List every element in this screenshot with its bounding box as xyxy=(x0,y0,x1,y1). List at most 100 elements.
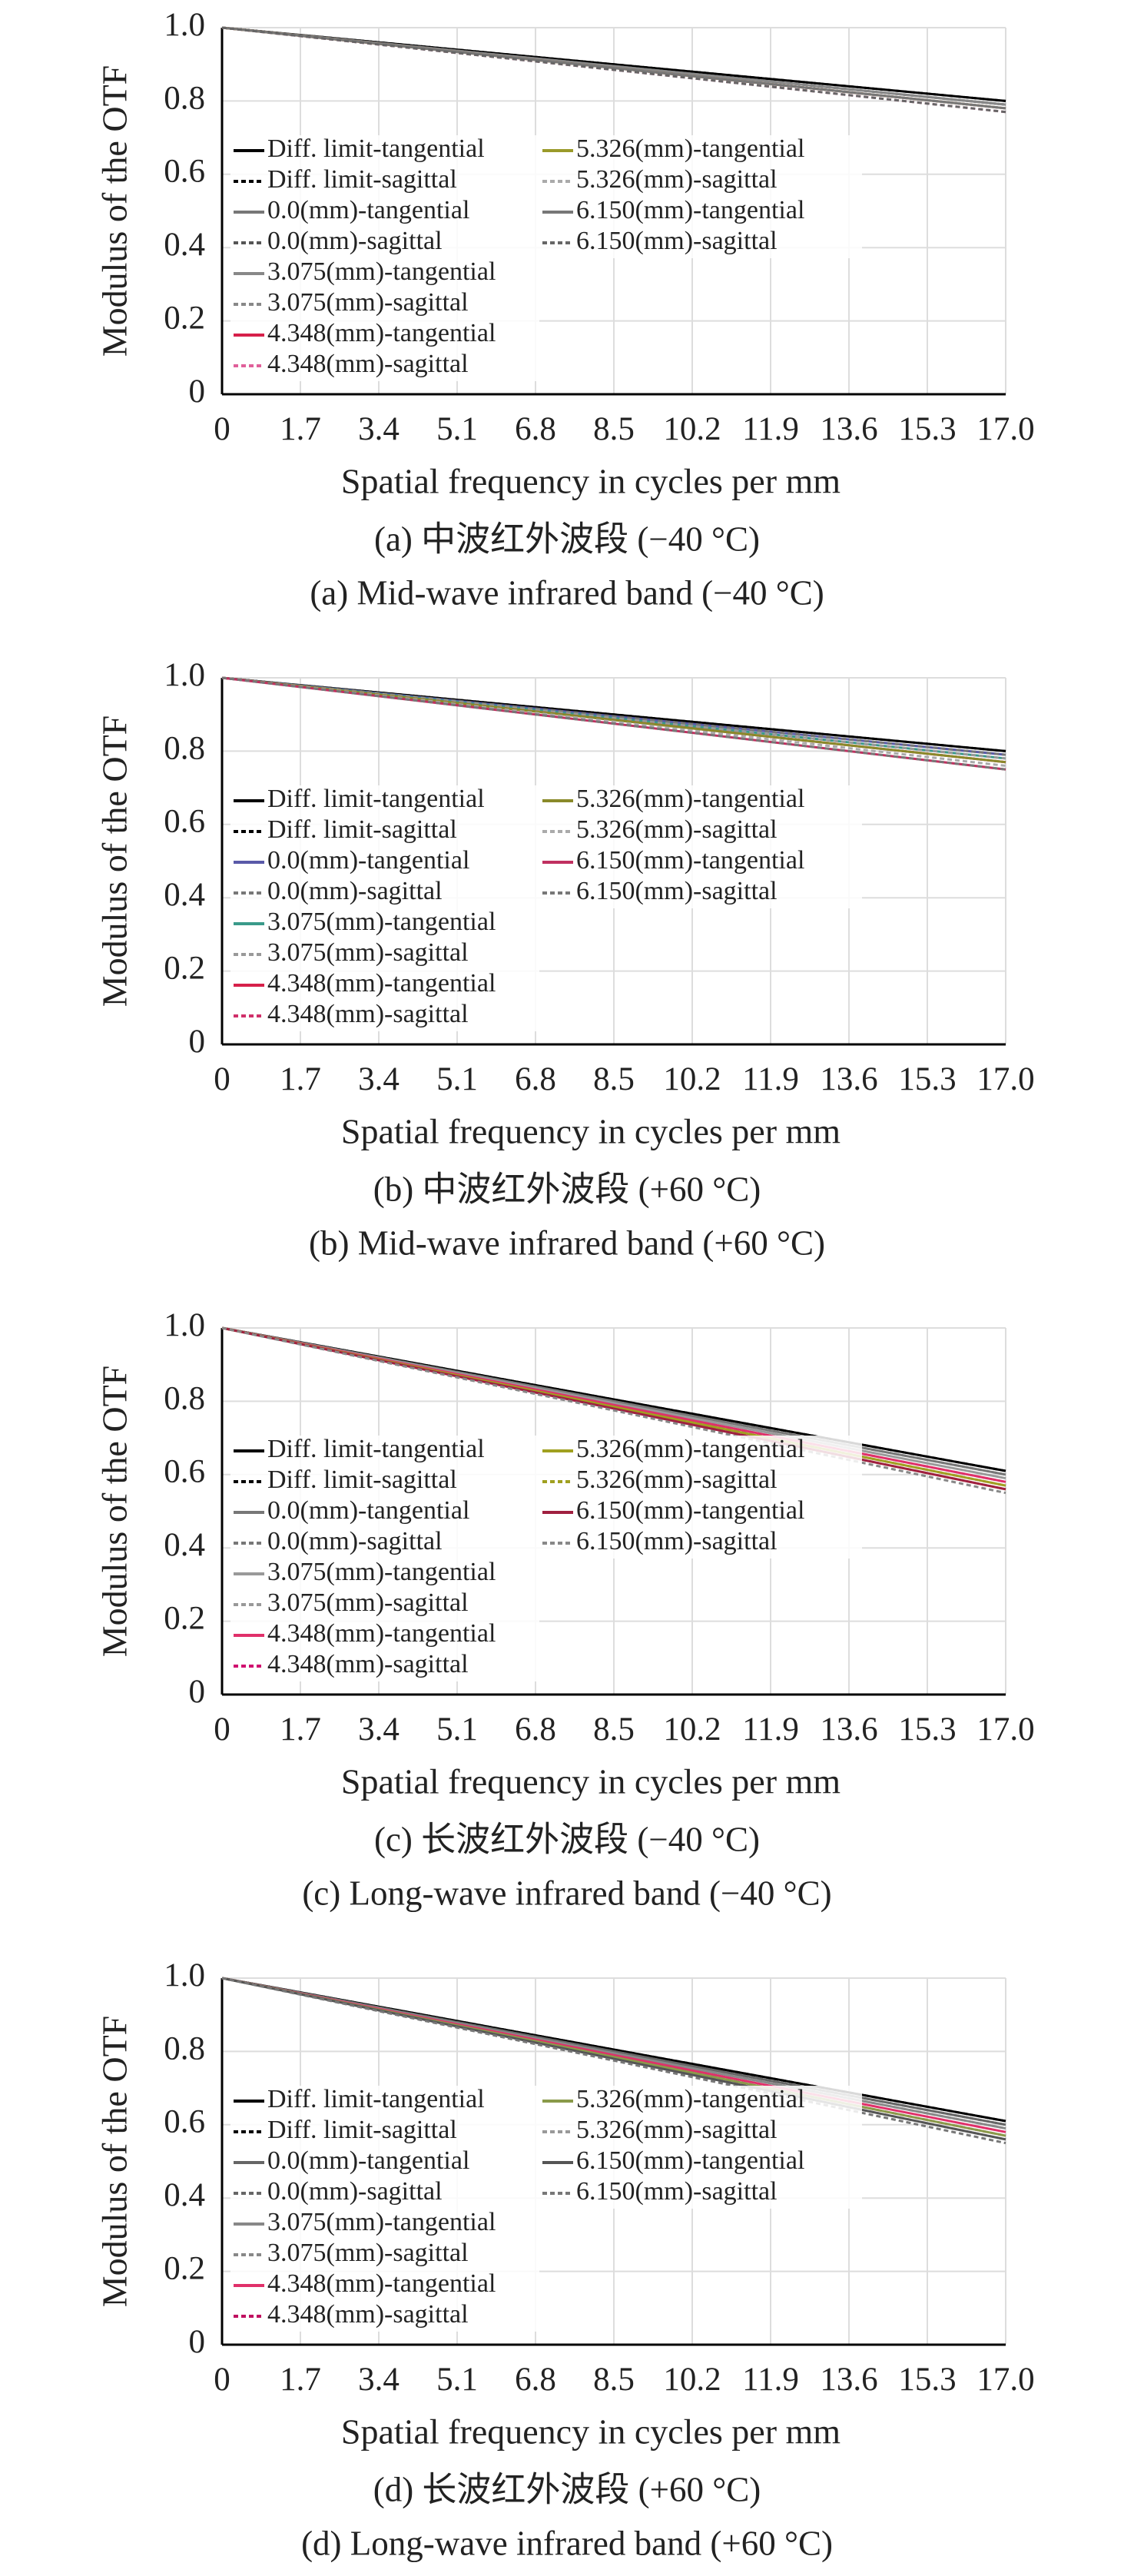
x-tick-label: 10.2 xyxy=(663,2362,721,2398)
legend-label: Diff. limit-sagittal xyxy=(267,165,457,194)
y-tick-label: 0.6 xyxy=(164,154,205,190)
series-line xyxy=(221,676,1006,771)
x-tick-label: 5.1 xyxy=(436,1711,478,1748)
legend-label: 6.150(mm)-tangential xyxy=(576,2146,804,2175)
legend-label: 6.150(mm)-sagittal xyxy=(576,2177,778,2206)
x-tick-label: 8.5 xyxy=(593,1711,635,1748)
x-tick-label: 8.5 xyxy=(593,411,635,447)
y-tick-label: 0.4 xyxy=(164,2177,205,2213)
x-tick-label: 1.7 xyxy=(280,1711,321,1748)
legend-bg xyxy=(230,1620,539,1651)
caption-cn: (a) 中波红外波段 (−40 °C) xyxy=(374,520,760,558)
x-axis-title: Spatial frequency in cycles per mm xyxy=(341,1762,841,1801)
x-tick-label: 3.4 xyxy=(358,1061,400,1097)
y-tick-label: 0.2 xyxy=(164,1600,205,1636)
y-tick-label: 0.4 xyxy=(164,877,205,913)
y-tick-label: 1.0 xyxy=(164,1307,205,1343)
legend-label: Diff. limit-sagittal xyxy=(267,1466,457,1494)
series-line xyxy=(221,26,1006,114)
caption-en: (a) Mid-wave infrared band (−40 °C) xyxy=(310,573,824,612)
x-tick-label: 15.3 xyxy=(898,1061,956,1097)
x-tick-label: 11.9 xyxy=(742,411,799,447)
legend-label: Diff. limit-tangential xyxy=(267,1435,485,1463)
x-tick-label: 6.8 xyxy=(515,2362,556,2398)
caption-cn: (d) 长波红外波段 (+60 °C) xyxy=(373,2470,761,2508)
y-tick-label: 1.0 xyxy=(164,7,205,43)
y-tick-label: 1.0 xyxy=(164,657,205,693)
legend-label: Diff. limit-sagittal xyxy=(267,815,457,844)
legend-bg xyxy=(230,2086,539,2116)
x-tick-label: 3.4 xyxy=(358,411,400,447)
legend-label: 0.0(mm)-sagittal xyxy=(267,227,443,255)
legend-label: 4.348(mm)-sagittal xyxy=(267,1000,469,1028)
series-line xyxy=(221,1326,1006,1495)
legend-label: 6.150(mm)-tangential xyxy=(576,1496,804,1525)
y-axis-title: Modulus of the OTF xyxy=(95,715,134,1007)
legend-bg xyxy=(539,847,862,878)
legend-label: 5.326(mm)-sagittal xyxy=(576,165,778,194)
legend-label: 3.075(mm)-tangential xyxy=(267,2208,496,2236)
legend-bg xyxy=(230,1436,539,1466)
y-axis-title: Modulus of the OTF xyxy=(95,2016,134,2308)
y-tick-label: 0.4 xyxy=(164,1527,205,1563)
legend-bg xyxy=(539,785,862,816)
legend-label: 5.326(mm)-tangential xyxy=(576,785,804,813)
y-tick-label: 0.8 xyxy=(164,80,205,116)
x-tick-label: 6.8 xyxy=(515,1061,556,1097)
legend-bg xyxy=(539,2086,862,2116)
legend-label: 3.075(mm)-tangential xyxy=(267,908,496,936)
y-tick-label: 0 xyxy=(189,373,206,410)
x-tick-label: 13.6 xyxy=(820,1061,877,1097)
legend-bg xyxy=(539,1528,862,1559)
legend-bg xyxy=(539,816,862,847)
legend-bg xyxy=(539,227,862,258)
legend-bg xyxy=(539,2147,862,2178)
legend-bg xyxy=(539,1436,862,1466)
legend-label: 5.326(mm)-tangential xyxy=(576,134,804,163)
legend-bg xyxy=(539,1466,862,1497)
caption-en: (c) Long-wave infrared band (−40 °C) xyxy=(302,1874,831,1912)
x-tick-label: 8.5 xyxy=(593,1061,635,1097)
legend-bg xyxy=(539,2178,862,2209)
legend-label: 0.0(mm)-sagittal xyxy=(267,1527,443,1555)
legend-label: 0.0(mm)-sagittal xyxy=(267,877,443,905)
caption-cn: (c) 长波红外波段 (−40 °C) xyxy=(374,1820,760,1858)
legend-label: 0.0(mm)-tangential xyxy=(267,846,469,875)
legend-label: 5.326(mm)-sagittal xyxy=(576,1466,778,1494)
legend-bg xyxy=(230,1559,539,1589)
legend-bg xyxy=(230,1589,539,1620)
legend-bg xyxy=(230,2301,539,2332)
legend-bg xyxy=(230,320,539,350)
y-tick-label: 0.6 xyxy=(164,1454,205,1490)
legend-bg xyxy=(230,1651,539,1681)
y-tick-label: 0 xyxy=(189,1024,206,1060)
legend-bg xyxy=(230,2270,539,2301)
x-tick-label: 5.1 xyxy=(436,2362,478,2398)
x-tick-label: 17.0 xyxy=(976,1061,1034,1097)
x-axis-title: Spatial frequency in cycles per mm xyxy=(341,1112,841,1151)
y-tick-label: 0.2 xyxy=(164,950,205,986)
legend-bg xyxy=(230,908,539,939)
y-axis-title: Modulus of the OTF xyxy=(95,1366,134,1658)
legend-bg xyxy=(230,847,539,878)
legend-label: 6.150(mm)-tangential xyxy=(576,196,804,224)
y-tick-label: 0.6 xyxy=(164,804,205,840)
legend-bg xyxy=(230,816,539,847)
x-tick-label: 17.0 xyxy=(976,411,1034,447)
legend-bg xyxy=(539,1497,862,1528)
legend-label: 3.075(mm)-tangential xyxy=(267,1558,496,1586)
legend-bg xyxy=(230,2116,539,2147)
x-tick-label: 13.6 xyxy=(820,1711,877,1748)
legend-label: 6.150(mm)-sagittal xyxy=(576,1527,778,1555)
x-tick-label: 1.7 xyxy=(280,411,321,447)
y-tick-label: 0.8 xyxy=(164,1380,205,1416)
legend-bg xyxy=(230,2178,539,2209)
legend-label: Diff. limit-sagittal xyxy=(267,2116,457,2144)
legend-bg xyxy=(230,227,539,258)
legend-bg xyxy=(230,1001,539,1031)
legend-label: 5.326(mm)-sagittal xyxy=(576,815,778,844)
y-tick-label: 1.0 xyxy=(164,1957,205,1993)
y-tick-label: 0 xyxy=(189,1674,206,1710)
x-tick-label: 1.7 xyxy=(280,1061,321,1097)
